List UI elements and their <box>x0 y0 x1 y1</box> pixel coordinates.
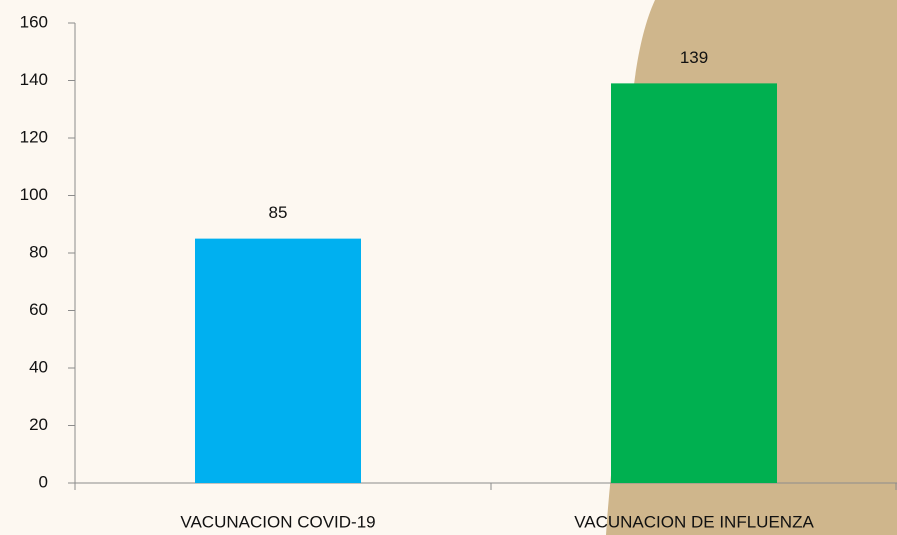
y-tick-label: 60 <box>29 300 48 319</box>
page: 0 20 40 60 80 100 120 140 160 VACUNACION COVID-19… <box>0 0 897 535</box>
data-label: 139 <box>680 48 708 67</box>
y-tick-label: 0 <box>39 472 48 491</box>
bar <box>611 83 777 483</box>
y-tick-label: 20 <box>29 415 48 434</box>
x-tick-label: VACUNACION COVID-19 <box>180 512 375 531</box>
data-label: 85 <box>269 203 288 222</box>
chart: 0 20 40 60 80 100 120 140 160 VACUNACION COVID-19… <box>0 0 897 535</box>
bar <box>195 239 361 483</box>
y-tick-label: 160 <box>20 12 48 31</box>
y-tick-label: 120 <box>20 127 48 146</box>
y-tick-label: 80 <box>29 242 48 261</box>
y-tick-label: 140 <box>20 70 48 89</box>
y-tick-label: 40 <box>29 357 48 376</box>
x-tick-label: VACUNACION DE INFLUENZA <box>574 512 814 531</box>
y-tick-label: 100 <box>20 185 48 204</box>
